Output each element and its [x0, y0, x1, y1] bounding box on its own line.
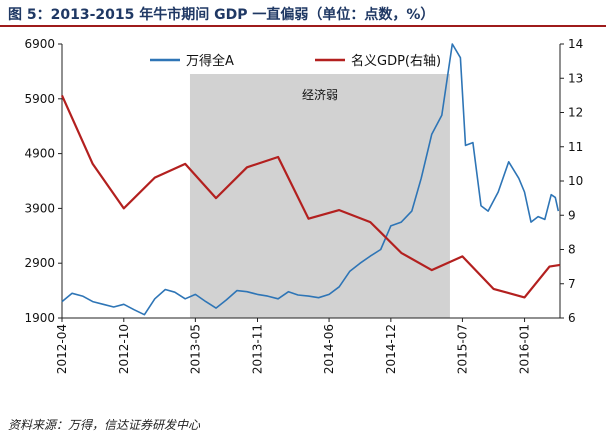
legend-label: 万得全A	[186, 53, 234, 69]
left-tick-label: 5900	[24, 92, 55, 106]
right-tick-label: 9	[568, 208, 576, 222]
axes: 1900 2900 3900 4900 5900 6900 6 7 8 9 10 11 12 13 14 20…	[24, 37, 583, 374]
left-tick-label: 3900	[24, 201, 55, 215]
x-tick-label: 2016-01	[518, 324, 532, 374]
left-tick-label: 1900	[24, 311, 55, 325]
right-tick-label: 8	[568, 243, 576, 257]
x-tick-label: 2014-12	[384, 324, 398, 374]
series-lines	[60, 43, 561, 316]
source-note: 资料来源：万得，信达证券研发中心	[8, 418, 201, 432]
shaded-period	[189, 74, 450, 318]
x-tick-label: 2012-10	[117, 324, 131, 374]
right-tick-label: 10	[568, 174, 583, 188]
right-tick-label: 13	[568, 71, 583, 85]
x-tick-label: 2014-06	[322, 324, 336, 374]
legend: 万得全A 名义GDP(右轴)	[150, 53, 441, 69]
legend-label: 名义GDP(右轴)	[351, 53, 441, 69]
right-tick-label: 7	[568, 277, 576, 291]
x-tick-label: 2013-11	[250, 324, 264, 374]
series-line-nominal-gdp	[60, 94, 561, 299]
left-tick-label: 2900	[24, 256, 55, 270]
right-tick-label: 12	[568, 106, 583, 120]
x-tick-label: 2012-04	[55, 324, 69, 374]
x-tick-label: 2013-05	[188, 324, 202, 374]
series-line-wind-a-index	[61, 43, 560, 316]
right-tick-label: 11	[568, 140, 583, 154]
left-tick-label: 6900	[24, 37, 55, 51]
x-tick-label: 2015-07	[455, 324, 469, 374]
right-tick-label: 14	[568, 37, 583, 51]
title-rule	[0, 25, 606, 27]
right-tick-label: 6	[568, 311, 576, 325]
shaded-period-label: 经济弱	[302, 87, 338, 102]
left-tick-label: 4900	[24, 147, 55, 161]
chart-title: 图 5：2013-2015 年牛市期间 GDP 一直偏弱（单位：点数，%）	[8, 7, 435, 23]
